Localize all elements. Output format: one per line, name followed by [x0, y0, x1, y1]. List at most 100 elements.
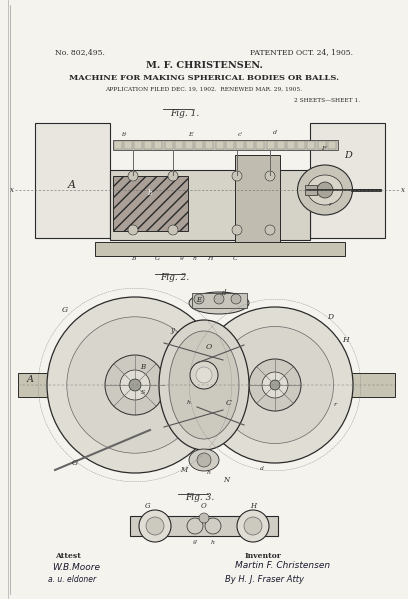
Text: H: H — [207, 256, 213, 261]
Ellipse shape — [169, 331, 239, 439]
Bar — [195, 141, 203, 149]
Circle shape — [190, 361, 218, 389]
Text: W.B.Moore: W.B.Moore — [52, 562, 100, 571]
Text: Attest: Attest — [55, 552, 81, 560]
Text: C: C — [226, 399, 232, 407]
Circle shape — [249, 359, 301, 411]
Text: b': b' — [122, 132, 128, 138]
Text: r: r — [333, 403, 337, 407]
Bar — [113, 176, 188, 231]
Circle shape — [196, 367, 212, 383]
Text: A: A — [27, 376, 33, 385]
Text: O: O — [201, 502, 207, 510]
Bar — [305, 185, 317, 195]
Bar — [287, 141, 295, 149]
Circle shape — [197, 453, 211, 467]
Text: MACHINE FOR MAKING SPHERICAL BODIES OR BALLS.: MACHINE FOR MAKING SPHERICAL BODIES OR B… — [69, 74, 339, 82]
Circle shape — [139, 510, 171, 542]
Text: G: G — [62, 306, 68, 314]
Circle shape — [168, 225, 178, 235]
Ellipse shape — [189, 292, 249, 314]
Ellipse shape — [67, 317, 203, 453]
Bar — [328, 141, 336, 149]
Text: G: G — [145, 502, 151, 510]
Ellipse shape — [297, 165, 353, 215]
Text: Inventor: Inventor — [245, 552, 282, 560]
Text: D: D — [327, 313, 333, 321]
Text: H: H — [341, 336, 348, 344]
Circle shape — [231, 294, 241, 304]
Circle shape — [237, 510, 269, 542]
Circle shape — [262, 372, 288, 398]
Text: h: h — [187, 401, 191, 406]
Text: D: D — [344, 150, 352, 159]
Text: B: B — [140, 363, 146, 371]
Circle shape — [265, 171, 275, 181]
Bar — [154, 141, 162, 149]
Text: Fig. 1.: Fig. 1. — [171, 108, 200, 117]
Ellipse shape — [159, 320, 249, 450]
Circle shape — [214, 294, 224, 304]
Text: B: B — [131, 256, 135, 261]
Circle shape — [199, 513, 209, 523]
Bar — [317, 141, 326, 149]
Text: h: h — [211, 540, 215, 544]
Circle shape — [128, 171, 138, 181]
Text: Fig. 3.: Fig. 3. — [185, 494, 215, 503]
Circle shape — [270, 380, 280, 390]
Text: A: A — [68, 180, 76, 190]
Text: S: S — [141, 391, 145, 395]
Text: h: h — [193, 256, 197, 261]
Text: b: b — [148, 189, 153, 197]
Text: d: d — [273, 129, 277, 135]
Bar — [236, 141, 244, 149]
Circle shape — [129, 379, 141, 391]
Text: APPLICATION FILED DEC. 19, 1902.  RENEWED MAR. 29, 1905.: APPLICATION FILED DEC. 19, 1902. RENEWED… — [105, 86, 303, 92]
Bar — [246, 141, 254, 149]
Text: C: C — [233, 256, 237, 261]
Bar — [235, 155, 280, 245]
Bar — [35, 123, 110, 238]
Ellipse shape — [217, 326, 333, 443]
Bar — [226, 141, 234, 149]
Bar — [185, 141, 193, 149]
Text: x: x — [10, 186, 14, 194]
Text: g: g — [180, 256, 184, 261]
Bar — [215, 141, 224, 149]
Bar — [175, 141, 183, 149]
Circle shape — [244, 517, 262, 535]
Circle shape — [105, 355, 165, 415]
Bar — [335, 373, 395, 397]
Ellipse shape — [189, 449, 219, 471]
Circle shape — [232, 225, 242, 235]
Circle shape — [187, 518, 203, 534]
Bar — [113, 141, 122, 149]
Text: y: y — [170, 326, 174, 334]
Bar — [18, 373, 73, 397]
Bar — [124, 141, 132, 149]
Bar — [95, 242, 345, 256]
Circle shape — [317, 182, 333, 198]
Text: d: d — [222, 289, 226, 297]
Text: M: M — [180, 466, 188, 474]
Text: x: x — [401, 186, 405, 194]
Text: O: O — [206, 343, 212, 351]
Ellipse shape — [197, 307, 353, 463]
Text: G: G — [72, 459, 78, 467]
Text: No. 802,495.: No. 802,495. — [55, 48, 105, 56]
Bar — [134, 141, 142, 149]
Text: c': c' — [237, 132, 243, 138]
Bar — [164, 141, 173, 149]
Bar — [144, 141, 152, 149]
Text: G: G — [155, 256, 160, 261]
Text: g: g — [193, 540, 197, 544]
Circle shape — [168, 171, 178, 181]
Ellipse shape — [308, 175, 342, 205]
Text: E: E — [196, 296, 202, 304]
Bar — [192, 293, 247, 308]
Circle shape — [194, 294, 204, 304]
Text: a. u. eldoner: a. u. eldoner — [48, 576, 96, 585]
Bar — [205, 141, 213, 149]
Text: H: H — [250, 502, 256, 510]
Bar — [256, 141, 264, 149]
